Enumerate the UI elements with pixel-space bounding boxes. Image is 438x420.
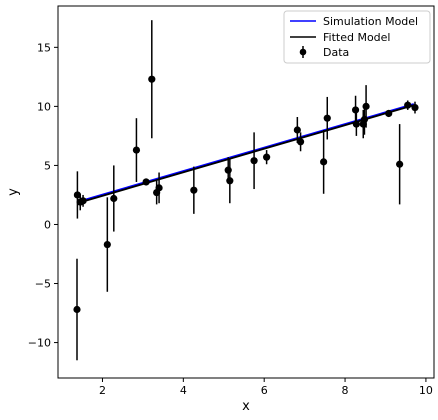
y-axis: −10 −5 0 5 10 15: [28, 41, 58, 350]
x-tick-label: 8: [342, 384, 349, 397]
data-point: [352, 120, 360, 128]
simulation-model-line: [76, 103, 415, 203]
y-tick-label: −10: [28, 337, 51, 350]
data-point: [132, 146, 141, 154]
data-point: [351, 106, 360, 114]
x-axis-title: x: [242, 399, 250, 414]
legend: Simulation Model Fitted Model Data: [283, 10, 431, 64]
data-point: [320, 158, 328, 166]
data-point: [110, 194, 118, 203]
data-point: [226, 177, 234, 185]
plot-layer: [73, 20, 419, 361]
legend-fitted-label: Fitted Model: [323, 31, 390, 44]
data-point: [404, 101, 412, 109]
y-tick-label: 0: [44, 218, 51, 231]
data-point: [323, 114, 331, 122]
y-tick-label: −5: [35, 278, 51, 291]
data-point: [396, 160, 404, 168]
legend-simulation-label: Simulation Model: [323, 15, 418, 28]
plot-frame: [57, 5, 435, 379]
y-tick-label: 15: [37, 41, 51, 54]
x-tick-label: 10: [419, 384, 433, 397]
legend-data-marker: [299, 48, 307, 56]
data-point: [190, 186, 198, 194]
data-point: [296, 138, 305, 146]
data-point: [293, 126, 301, 134]
plot-area: [58, 6, 434, 378]
data-point: [79, 197, 87, 205]
legend-box: [283, 10, 431, 64]
data-point: [148, 75, 156, 83]
data-point: [362, 102, 370, 110]
data-point: [360, 115, 369, 123]
data-point: [263, 153, 271, 161]
data-point: [155, 184, 163, 192]
data-point: [142, 178, 150, 186]
data-point: [224, 166, 232, 174]
data-point: [73, 305, 81, 314]
y-tick-label: 5: [44, 159, 51, 172]
legend-data-label: Data: [323, 46, 349, 59]
data-point: [385, 109, 393, 118]
x-axis: 2 4 6 8 10: [99, 378, 433, 397]
x-tick-label: 6: [261, 384, 268, 397]
y-axis-title: y: [6, 188, 21, 196]
data-point: [73, 191, 82, 199]
data-point: [250, 157, 258, 165]
data-point: [103, 240, 111, 249]
x-tick-label: 4: [180, 384, 187, 397]
x-tick-label: 2: [99, 384, 106, 397]
y-tick-label: 10: [37, 100, 51, 113]
data-point: [411, 103, 419, 112]
